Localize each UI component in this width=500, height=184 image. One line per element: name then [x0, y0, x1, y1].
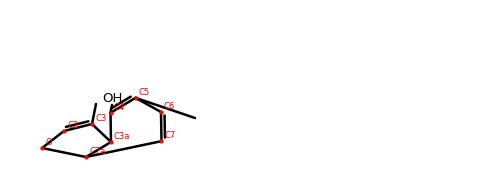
- Text: C3: C3: [95, 114, 106, 123]
- Text: C4: C4: [114, 103, 124, 112]
- Text: OH: OH: [102, 92, 122, 105]
- Text: C7a: C7a: [89, 147, 106, 156]
- Text: C7: C7: [164, 131, 175, 140]
- Text: C6: C6: [164, 102, 175, 111]
- Text: C2: C2: [67, 121, 78, 130]
- Text: O: O: [45, 138, 52, 147]
- Text: C5: C5: [138, 88, 149, 97]
- Text: C3a: C3a: [114, 132, 130, 141]
